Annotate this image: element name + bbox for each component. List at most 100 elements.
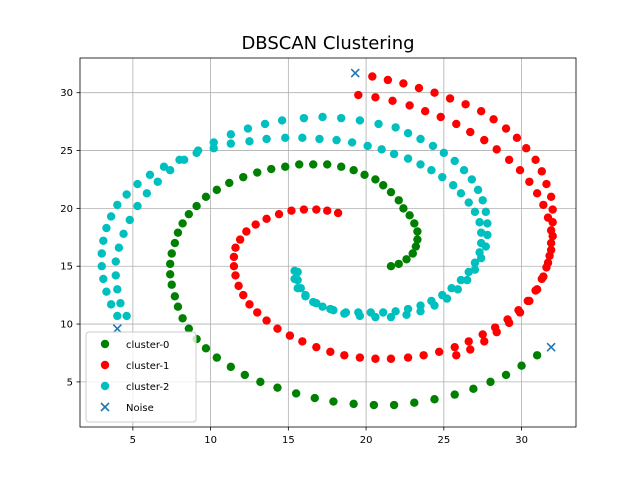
cluster-0-point [184, 324, 194, 333]
cluster-2-point [470, 265, 480, 274]
cluster-2-point [337, 113, 346, 123]
cluster-0-point [402, 255, 411, 264]
cluster-1-point [419, 351, 428, 360]
cluster-2-point [386, 312, 396, 322]
cluster-0-point [501, 370, 511, 380]
cluster-2-point [391, 123, 400, 132]
cluster-2-point [159, 162, 169, 171]
cluster-0-point [173, 302, 183, 311]
cluster-1-point [548, 218, 557, 227]
cluster-2-point [299, 113, 309, 123]
cluster-2-point [113, 285, 122, 294]
cluster-0-point [178, 314, 187, 323]
cluster-1-point [548, 231, 557, 241]
cluster-1-point [492, 327, 501, 337]
cluster-1-point [242, 227, 251, 236]
cluster-2-point [122, 311, 131, 321]
cluster-0-point [386, 262, 396, 271]
cluster-2-point [165, 166, 175, 175]
cluster-1-point [478, 330, 487, 339]
cluster-2-point [245, 137, 254, 146]
cluster-1-point [436, 112, 445, 122]
x-tick-label: 10 [204, 435, 217, 446]
cluster-2-point [243, 124, 253, 133]
cluster-0-point [378, 181, 388, 190]
cluster-0-point [394, 196, 403, 205]
cluster-2-point [391, 307, 400, 316]
cluster-2-point [293, 283, 302, 293]
legend-label-noise: Noise [126, 403, 154, 414]
cluster-0-point [410, 398, 419, 407]
cluster-2-point [456, 275, 466, 285]
cluster-2-point [145, 170, 155, 180]
cluster-1-point [452, 351, 461, 360]
x-tick-label: 20 [360, 435, 373, 446]
cluster-1-point [525, 177, 534, 186]
cluster-0-point [369, 400, 379, 410]
cluster-2-point [363, 141, 372, 151]
cluster-2-point [439, 148, 449, 158]
cluster-2-point [459, 166, 469, 175]
cluster-2-point [470, 258, 480, 267]
cluster-0-point [413, 235, 422, 244]
cluster-1-point [525, 296, 534, 306]
cluster-1-point [464, 337, 473, 346]
cluster-2-point [290, 274, 299, 284]
cluster-0-point [486, 377, 495, 387]
cluster-2-point [448, 181, 458, 190]
cluster-2-point [133, 201, 142, 211]
cluster-0-point [256, 377, 265, 387]
legend-marker-cluster-2 [100, 381, 110, 391]
cluster-1-point [386, 354, 396, 363]
cluster-1-point [371, 93, 380, 102]
cluster-2-point [97, 249, 106, 258]
cluster-1-point [492, 145, 501, 154]
cluster-0-point [309, 160, 318, 169]
noise-point [546, 342, 556, 352]
cluster-0-point [170, 292, 180, 301]
cluster-1-point [388, 96, 397, 105]
cluster-1-point [531, 155, 540, 164]
cluster-2-point [403, 128, 413, 138]
cluster-1-point [235, 235, 245, 244]
cluster-2-point [142, 189, 152, 198]
cluster-2-point [430, 301, 439, 310]
x-tick-label: 30 [515, 435, 528, 446]
cluster-2-point [464, 198, 473, 207]
y-tick-label: 5 [67, 377, 73, 388]
cluster-0-point [323, 160, 332, 169]
cluster-1-point [512, 133, 522, 143]
cluster-2-point [97, 262, 106, 271]
cluster-0-point [225, 178, 234, 188]
cluster-2-point [312, 299, 321, 308]
cluster-2-point [476, 253, 486, 263]
cluster-0-point [226, 362, 236, 372]
cluster-2-point [456, 189, 466, 198]
cluster-0-point [167, 280, 176, 289]
cluster-1-point [546, 238, 556, 248]
cluster-2-point [453, 285, 463, 294]
cluster-1-point [298, 337, 307, 346]
y-tick-label: 15 [60, 262, 73, 273]
cluster-2-point [483, 219, 492, 228]
cluster-2-point [467, 175, 477, 184]
cluster-2-point [262, 134, 271, 144]
cluster-0-point [408, 249, 417, 258]
cluster-2-point [301, 292, 310, 301]
cluster-2-point [447, 283, 456, 293]
cluster-1-point [414, 83, 424, 93]
cluster-1-point [285, 331, 295, 340]
cluster-0-point [178, 219, 187, 228]
cluster-2-point [125, 215, 134, 225]
cluster-1-point [229, 252, 239, 262]
x-tick-label: 25 [437, 435, 450, 446]
cluster-2-point [226, 130, 236, 139]
cluster-2-point [483, 230, 492, 240]
cluster-1-point [480, 337, 489, 346]
cluster-1-point [450, 342, 459, 352]
cluster-1-point [532, 189, 542, 198]
cluster-0-point [337, 162, 346, 171]
cluster-1-point [543, 258, 553, 267]
cluster-2-point [416, 160, 425, 169]
cluster-2-point [281, 133, 290, 143]
